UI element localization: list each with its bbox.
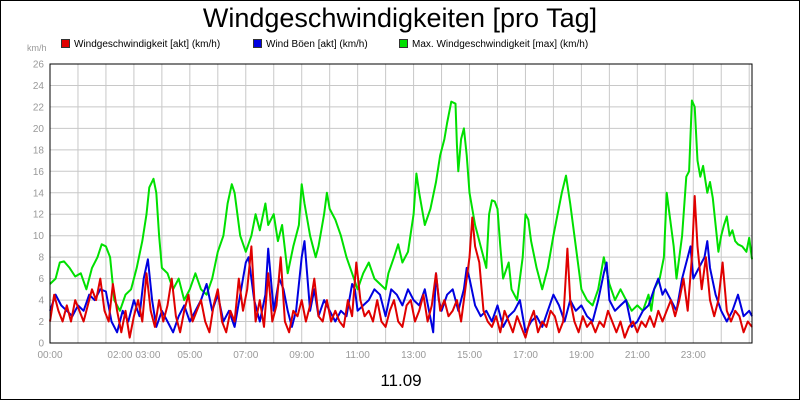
x-tick-label: 19:00 bbox=[569, 350, 594, 361]
legend-swatch-akt bbox=[61, 39, 70, 48]
legend-label-akt: Windgeschwindigkeit [akt] (km/h) bbox=[74, 39, 221, 50]
x-tick-label: 09:00 bbox=[289, 350, 314, 361]
x-tick-label: 03:00 bbox=[135, 350, 160, 361]
y-tick-label: 8 bbox=[38, 253, 44, 264]
x-tick-label: 15:00 bbox=[457, 350, 482, 361]
legend-label-max: Max. Windgeschwindigkeit [max] (km/h) bbox=[412, 39, 589, 50]
y-tick-label: 12 bbox=[33, 210, 45, 221]
x-axis-date-label: 11.09 bbox=[380, 371, 422, 390]
chart-title: Windgeschwindigkeiten [pro Tag] bbox=[202, 3, 598, 33]
legend-swatch-boeen bbox=[253, 39, 262, 48]
y-tick-label: 18 bbox=[33, 145, 45, 156]
x-tick-label: 05:00 bbox=[177, 350, 202, 361]
series-line-0 bbox=[49, 99, 753, 312]
y-tick-label: 20 bbox=[33, 124, 45, 135]
x-tick-label: 13:00 bbox=[401, 350, 426, 361]
y-tick-label: 4 bbox=[38, 296, 44, 307]
y-axis-unit-label: km/h bbox=[27, 43, 47, 53]
y-tick-label: 22 bbox=[33, 102, 45, 113]
x-tick-label: 07:00 bbox=[233, 350, 258, 361]
y-tick-label: 2 bbox=[38, 317, 44, 328]
legend-entry-boeen: Wind Böen [akt] (km/h) bbox=[253, 39, 368, 50]
y-tick-label: 10 bbox=[33, 231, 45, 242]
y-tick-label: 6 bbox=[38, 274, 44, 285]
y-tick-label: 14 bbox=[33, 188, 45, 199]
plot-border bbox=[49, 63, 753, 344]
legend-swatch-max bbox=[399, 39, 408, 48]
x-tick-label: 02:00 bbox=[107, 350, 132, 361]
x-tick-label: 21:00 bbox=[625, 350, 650, 361]
plot-background bbox=[50, 64, 752, 343]
x-tick-label: 23:00 bbox=[681, 350, 706, 361]
x-tick-label: 17:00 bbox=[513, 350, 538, 361]
series-line-2 bbox=[49, 195, 753, 339]
y-tick-label: 0 bbox=[38, 339, 44, 350]
x-tick-label: 00:00 bbox=[37, 350, 62, 361]
y-tick-label: 24 bbox=[33, 81, 45, 92]
legend-entry-max: Max. Windgeschwindigkeit [max] (km/h) bbox=[399, 39, 588, 50]
y-tick-label: 26 bbox=[33, 60, 45, 71]
y-tick-label: 16 bbox=[33, 167, 45, 178]
legend-label-boeen: Wind Böen [akt] (km/h) bbox=[266, 39, 368, 50]
legend-entry-akt: Windgeschwindigkeit [akt] (km/h) bbox=[61, 39, 220, 50]
series-line-1 bbox=[49, 240, 753, 334]
x-tick-label: 11:00 bbox=[346, 350, 371, 361]
